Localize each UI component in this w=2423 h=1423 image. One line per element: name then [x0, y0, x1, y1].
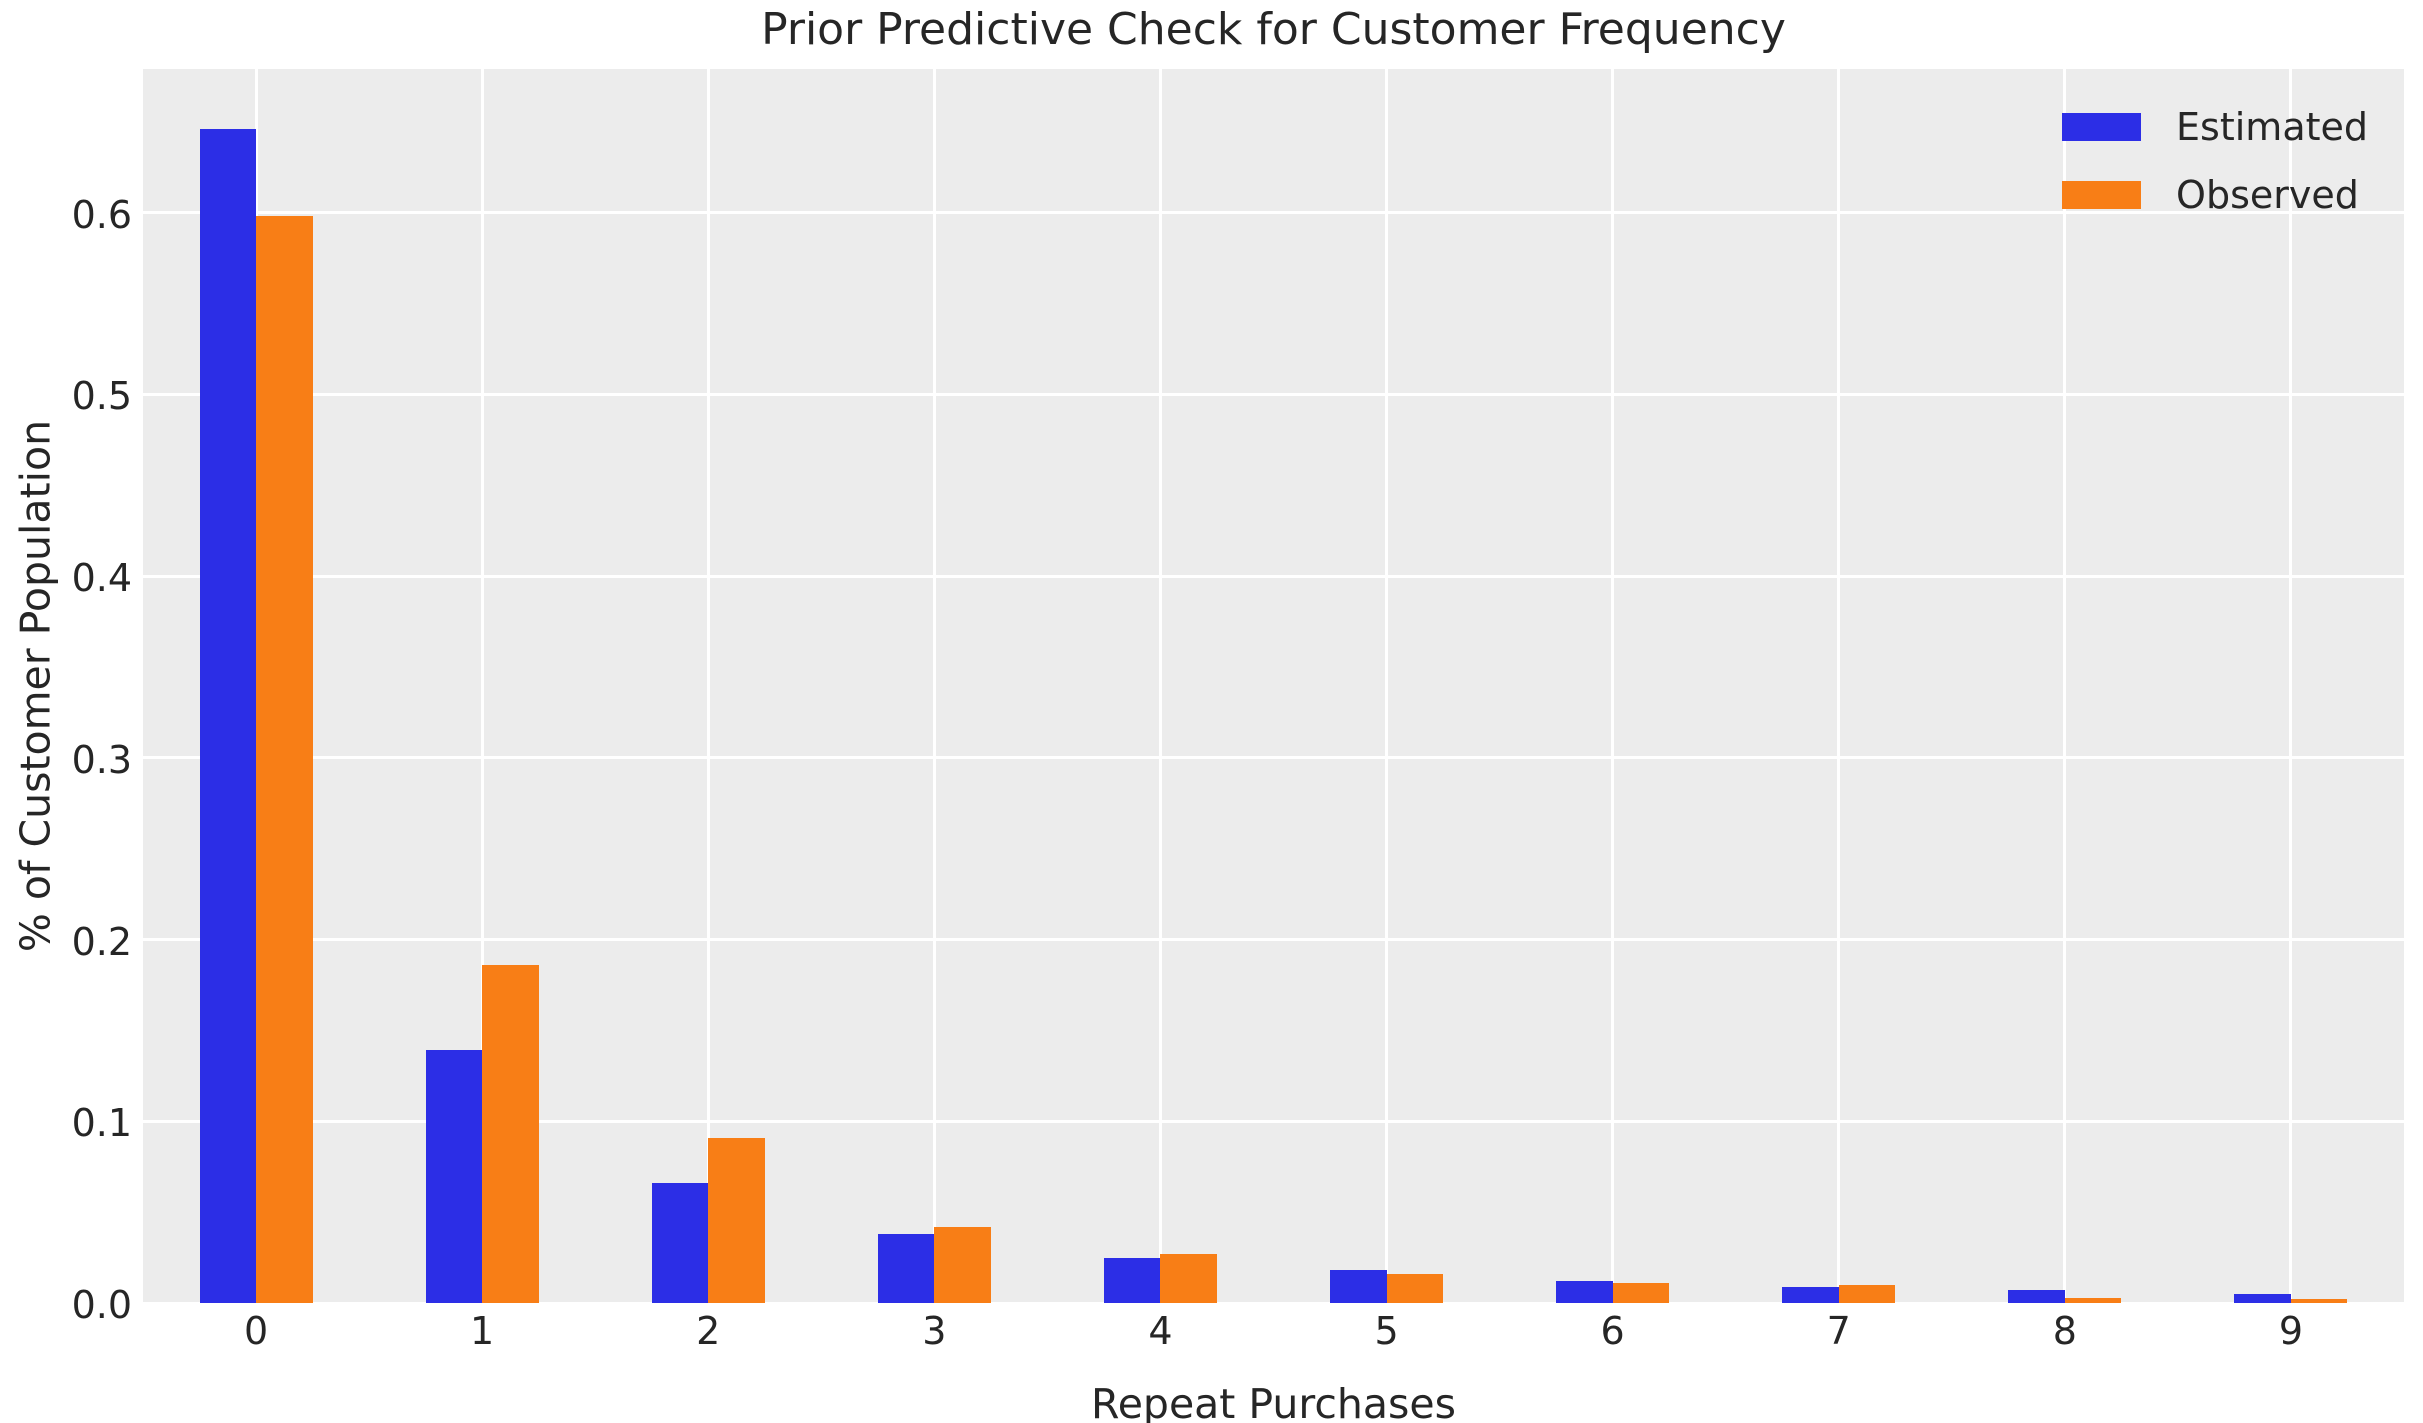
legend-item-observed: Observed — [2062, 176, 2359, 214]
bar-estimated-4 — [1103, 1257, 1161, 1303]
v-gridline-5 — [1385, 69, 1389, 1303]
y-tick-label-0.4: 0.4 — [71, 556, 132, 601]
bar-estimated-1 — [425, 1050, 483, 1303]
bar-observed-0 — [256, 216, 313, 1303]
y-tick-label-0.6: 0.6 — [71, 192, 132, 237]
estimated-label: Estimated — [2176, 105, 2368, 149]
bar-estimated-7 — [1782, 1286, 1839, 1303]
y-tick-label-0.0: 0.0 — [71, 1283, 132, 1327]
bar-observed-2 — [708, 1137, 765, 1303]
bar-estimated-8 — [2008, 1290, 2065, 1303]
h-gridline-0.3 — [143, 756, 2404, 760]
bar-estimated-3 — [877, 1233, 935, 1303]
estimated-swatch — [2062, 113, 2142, 141]
legend-item-estimated: Estimated — [2062, 108, 2368, 146]
v-gridline-9 — [2289, 69, 2293, 1303]
bar-observed-4 — [1160, 1253, 1217, 1303]
h-gridline-0.0 — [143, 1301, 2404, 1305]
bar-estimated-2 — [651, 1183, 709, 1303]
bar-observed-1 — [482, 964, 539, 1303]
bar-observed-7 — [1838, 1284, 1896, 1303]
x-tick-label-2: 2 — [696, 1309, 721, 1353]
y-axis-label: % of Customer Population — [11, 419, 60, 953]
bar-estimated-5 — [1330, 1270, 1387, 1303]
x-tick-label-5: 5 — [1374, 1309, 1399, 1353]
bar-observed-6 — [1612, 1283, 1670, 1303]
observed-label: Observed — [2176, 173, 2359, 217]
y-tick-label-0.2: 0.2 — [71, 919, 132, 964]
v-gridline-1 — [480, 69, 484, 1303]
bar-observed-3 — [934, 1226, 991, 1303]
plot-area: Estimated Observed — [143, 69, 2404, 1305]
y-tick-label-0.5: 0.5 — [71, 374, 132, 419]
x-tick-label-9: 9 — [2278, 1309, 2304, 1353]
y-tick-label-0.1: 0.1 — [71, 1101, 132, 1146]
h-gridline-0.6 — [143, 211, 2404, 215]
x-tick-label-8: 8 — [2052, 1309, 2077, 1353]
v-gridline-6 — [1611, 69, 1615, 1303]
h-gridline-0.4 — [143, 574, 2404, 578]
x-tick-label-1: 1 — [470, 1309, 495, 1353]
v-gridline-3 — [932, 69, 936, 1303]
x-axis-label: Repeat Purchases — [1091, 1380, 1456, 1423]
x-tick-label-7: 7 — [1826, 1309, 1851, 1353]
legend: Estimated Observed — [2062, 108, 2368, 214]
x-tick-label-6: 6 — [1600, 1309, 1625, 1353]
observed-swatch — [2062, 181, 2142, 209]
x-tick-label-0: 0 — [243, 1309, 269, 1353]
bar-estimated-9 — [2234, 1293, 2291, 1303]
bar-observed-8 — [2064, 1297, 2122, 1303]
v-gridline-8 — [2063, 69, 2067, 1303]
h-gridline-0.1 — [143, 1119, 2404, 1123]
bar-estimated-0 — [199, 128, 257, 1303]
bar-estimated-6 — [1556, 1281, 1613, 1303]
bar-observed-5 — [1386, 1273, 1444, 1303]
h-gridline-0.2 — [143, 938, 2404, 942]
h-gridline-0.5 — [143, 392, 2404, 396]
y-tick-label-0.3: 0.3 — [71, 737, 132, 782]
v-gridline-7 — [1837, 69, 1841, 1303]
chart-title: Prior Predictive Check for Customer Freq… — [761, 4, 1786, 55]
x-tick-label-4: 4 — [1148, 1309, 1173, 1353]
v-gridline-2 — [706, 69, 710, 1303]
bar-observed-9 — [2290, 1299, 2348, 1303]
x-tick-label-3: 3 — [922, 1309, 947, 1353]
v-gridline-4 — [1158, 69, 1162, 1303]
